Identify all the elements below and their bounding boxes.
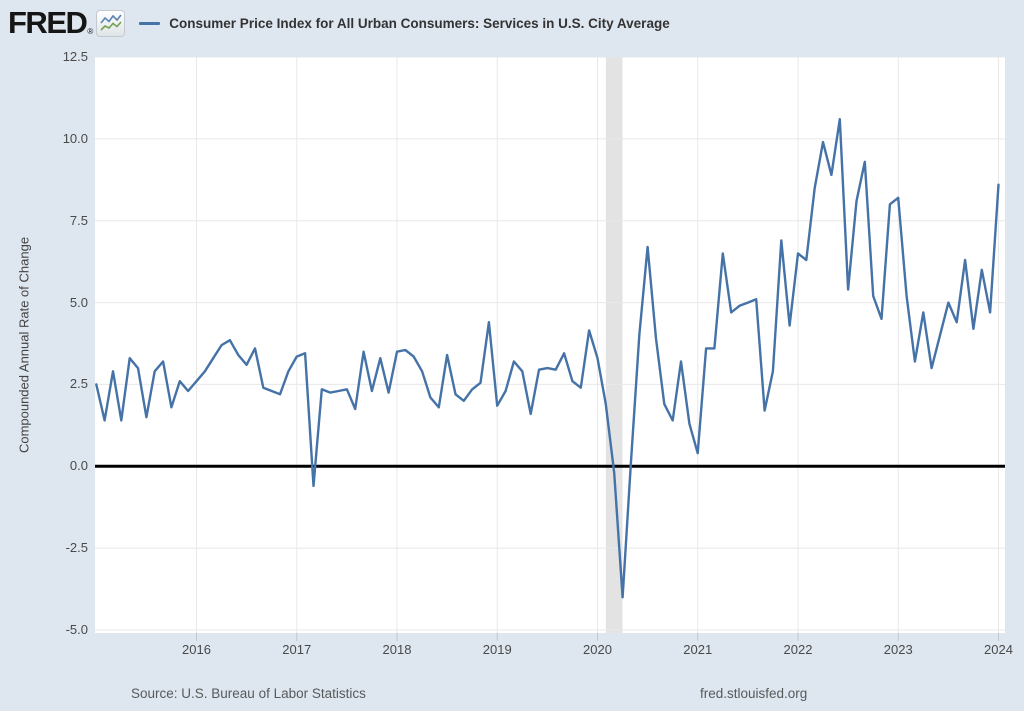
x-axis-tick-label: 2018	[382, 642, 412, 657]
fred-site-link[interactable]: fred.stlouisfed.org	[700, 686, 808, 701]
registered-mark: ®	[87, 27, 94, 36]
recession-shading	[605, 57, 623, 633]
series-color-swatch	[139, 21, 161, 25]
y-axis-tick-label: 7.5	[69, 212, 88, 228]
chart-header: FRED ® Consumer Price Index for All Urba…	[8, 7, 670, 39]
y-axis-title: Compounded Annual Rate of Change	[16, 236, 32, 454]
y-axis-tick-label: 12.5	[62, 49, 88, 64]
chart-legend: Consumer Price Index for All Urban Consu…	[139, 15, 670, 31]
y-axis-tick-label: -5.0	[65, 622, 88, 637]
series-line	[95, 118, 1000, 599]
x-axis-tick-label: 2023	[883, 642, 913, 657]
x-axis-tick-label: 2019	[482, 642, 512, 657]
x-axis-tick-label: 2020	[583, 642, 612, 657]
y-axis-tick-label: -2.5	[65, 540, 88, 556]
series-title[interactable]: Consumer Price Index for All Urban Consu…	[169, 15, 670, 31]
y-axis-tick-label: 2.5	[69, 376, 88, 392]
plot-background	[95, 57, 1005, 633]
fred-logo-text: FRED	[8, 5, 88, 40]
x-axis-tick-label: 2024	[984, 642, 1013, 657]
y-axis-tick-label: 0.0	[69, 458, 88, 474]
x-axis-tick-label: 2021	[683, 642, 713, 657]
source-note: Source: U.S. Bureau of Labor Statistics	[131, 686, 366, 701]
x-axis-tick-label: 2022	[783, 642, 813, 657]
x-axis-tick-label: 2017	[282, 642, 312, 657]
y-axis-tick-label: 10.0	[62, 130, 88, 146]
y-axis-tick-label: 5.0	[69, 294, 88, 310]
fred-sparkline-icon	[96, 10, 126, 37]
x-axis-tick-label: 2016	[182, 642, 211, 657]
plot-area[interactable]	[95, 56, 1005, 647]
fred-logo-link[interactable]: FRED ®	[8, 5, 126, 40]
